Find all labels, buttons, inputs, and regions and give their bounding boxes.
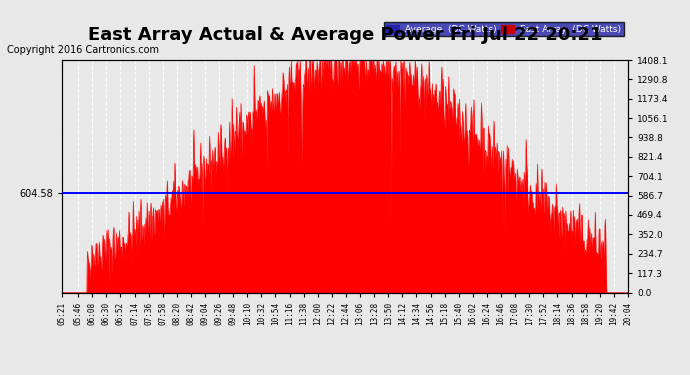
Text: East Array Actual & Average Power Fri Jul 22 20:21: East Array Actual & Average Power Fri Ju… [88,26,602,44]
Legend: Average  (DC Watts), East Array  (DC Watts): Average (DC Watts), East Array (DC Watts… [384,22,624,36]
Text: Copyright 2016 Cartronics.com: Copyright 2016 Cartronics.com [7,45,159,55]
